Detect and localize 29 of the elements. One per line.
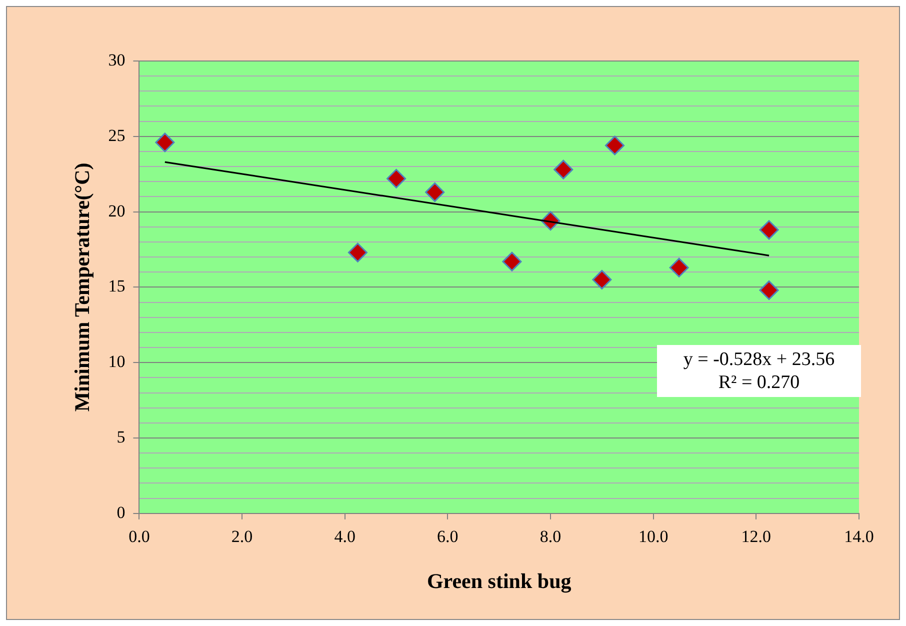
y-tick-label: 30: [108, 50, 126, 70]
point: [554, 160, 574, 180]
x-axis-title: Green stink bug: [426, 568, 572, 593]
point: [759, 220, 779, 240]
x-tick-label: 12.0: [741, 527, 772, 546]
x-tick-label: 6.0: [437, 527, 458, 546]
y-tick-label: 25: [108, 126, 126, 145]
y-tick-label: 20: [108, 201, 126, 220]
point: [605, 136, 625, 156]
annotation: y = -0.528x + 23.56 R² = 0.270: [657, 345, 861, 397]
y-tick-label: 15: [108, 276, 126, 296]
x-tick-label: 0.0: [128, 527, 150, 546]
x-tick-label: 8.0: [540, 527, 562, 546]
x-tick-label: 4.0: [334, 527, 356, 546]
point: [592, 270, 612, 290]
x-tick-label: 2.0: [231, 527, 253, 546]
point: [386, 168, 406, 188]
point: [669, 258, 689, 278]
y-axis-title: Minimum Temperature(°C): [70, 162, 94, 412]
point: [348, 242, 368, 262]
y-tick-label: 5: [116, 427, 126, 446]
x-tick-label: 14.0: [844, 527, 874, 546]
point: [155, 132, 175, 152]
point: [502, 252, 522, 272]
x-tick-label: 10.0: [638, 527, 668, 546]
y-tick-label: 10: [108, 352, 126, 372]
point: [759, 280, 779, 300]
point: [425, 182, 445, 202]
y-tick-label: 0: [116, 502, 126, 522]
